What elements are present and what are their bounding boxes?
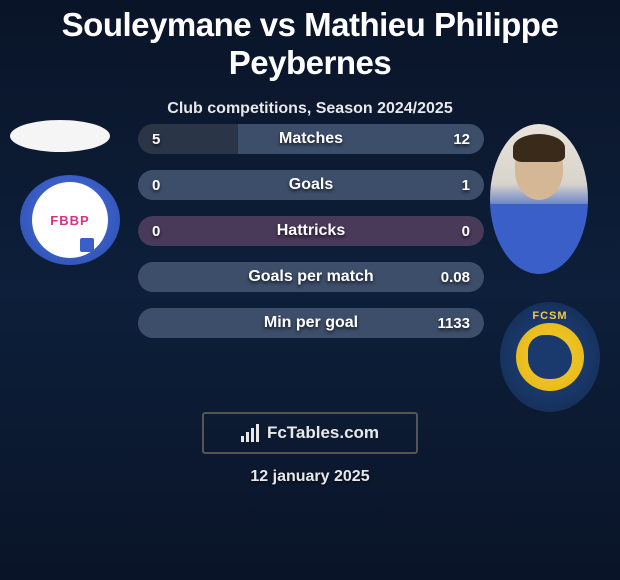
stat-row: Min per goal 1133 (138, 308, 484, 338)
chart-icon (241, 424, 261, 442)
club-right-text: FCSM (532, 310, 567, 322)
stat-label: Goals per match (248, 268, 373, 286)
stat-label: Hattricks (277, 222, 345, 240)
club-left-inner: FBBP (32, 182, 108, 258)
date-text: 12 january 2025 (250, 468, 369, 486)
stat-value-left: 0 (152, 177, 160, 194)
stat-value-right: 1133 (437, 315, 470, 332)
club-left-text: FBBP (50, 213, 89, 228)
brand-box: FcTables.com (202, 412, 418, 454)
lion-icon (528, 335, 572, 379)
club-left-badge: FBBP (20, 175, 120, 265)
stat-row: 5 Matches 12 (138, 124, 484, 154)
stat-value-left: 0 (152, 223, 160, 240)
club-right-inner (516, 323, 584, 391)
player-right-avatar (490, 124, 588, 274)
stats-container: 5 Matches 12 0 Goals 1 0 Hattricks 0 Goals per ma… (138, 124, 484, 354)
stat-row: Goals per match 0.08 (138, 262, 484, 292)
stat-label: Goals (289, 176, 333, 194)
stat-value-right: 12 (453, 131, 470, 148)
page-title: Souleymane vs Mathieu Philippe Peybernes (0, 0, 620, 82)
club-left-corner-badge (80, 238, 94, 252)
stat-value-right: 0 (462, 223, 470, 240)
stat-label: Matches (279, 130, 343, 148)
stat-row: 0 Hattricks 0 (138, 216, 484, 246)
player-left-avatar (10, 120, 110, 152)
stat-row: 0 Goals 1 (138, 170, 484, 200)
club-right-badge: FCSM (500, 302, 600, 412)
subtitle: Club competitions, Season 2024/2025 (0, 100, 620, 118)
stat-value-right: 0.08 (441, 269, 470, 286)
brand-text: FcTables.com (267, 423, 379, 443)
stat-value-left: 5 (152, 131, 160, 148)
stat-value-right: 1 (462, 177, 470, 194)
stat-label: Min per goal (264, 314, 358, 332)
